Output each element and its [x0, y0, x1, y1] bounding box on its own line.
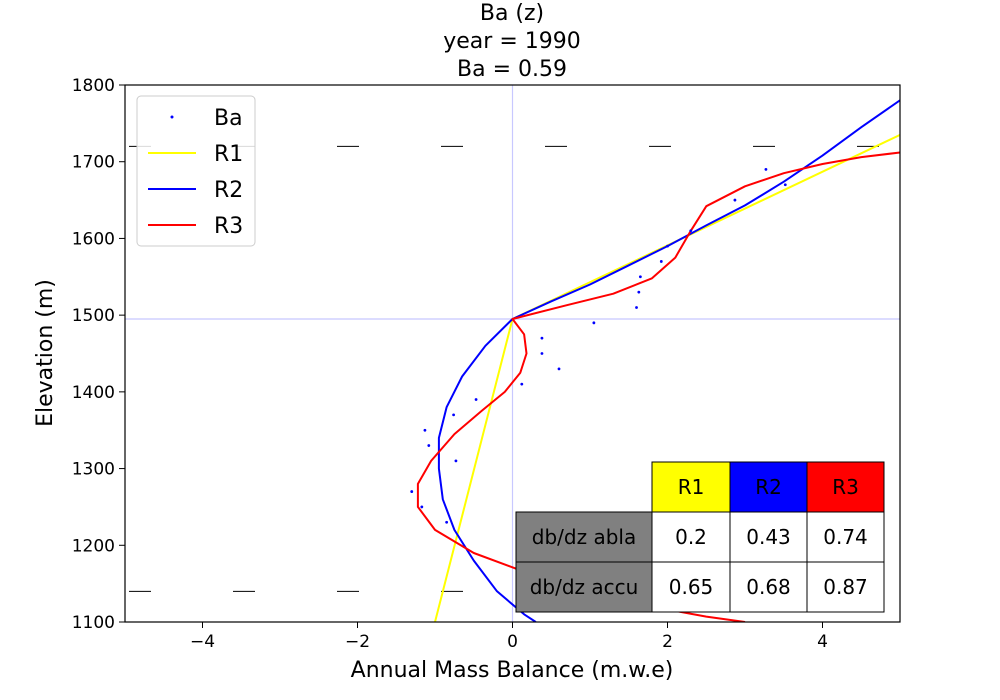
chart-title: Ba (z) year = 1990 Ba = 0.59: [443, 1, 581, 82]
y-tick-label-3: 1400: [72, 383, 115, 403]
ba-point-21: [445, 520, 449, 524]
x-tick-label-0: −4: [190, 632, 215, 652]
ba-point-4: [666, 244, 669, 248]
series-lines: [416, 99, 900, 622]
table-header-cell-r1: [651, 461, 731, 513]
title-line-1: Ba (z): [480, 1, 544, 26]
ba-point-14: [474, 398, 478, 401]
ba-point-0: [764, 167, 768, 171]
legend: Ba R1 R2 R3: [136, 95, 256, 247]
title-line-3: Ba = 0.59: [457, 57, 567, 82]
ba-point-6: [638, 275, 642, 279]
table-header-r3: R3: [832, 475, 859, 499]
x-tick-label-4: 4: [817, 632, 828, 652]
table-row-label-0: db/dz abla: [532, 525, 636, 549]
legend-box: [136, 95, 256, 247]
table-row-header-cell-0: [515, 511, 653, 563]
y-tick-label-4: 1500: [72, 306, 115, 326]
legend-label-r2: R2: [214, 178, 243, 203]
table-header-cell-r2: [729, 461, 808, 513]
ba-point-18: [454, 459, 458, 463]
table-header-cell-r3: [806, 461, 885, 513]
x-axis-ticks: −4 −2 0 2 4: [190, 622, 828, 652]
table-header-r1: R1: [678, 475, 705, 499]
ba-point-5: [659, 260, 663, 263]
table-value-0-0: 0.2: [675, 525, 707, 549]
y-tick-label-5: 1600: [72, 229, 115, 249]
table-value-0-1: 0.43: [746, 525, 791, 549]
table-cell-0-1: [729, 511, 808, 563]
table-cell-1-1: [729, 561, 808, 613]
series-line-r3: [416, 151, 900, 622]
table-cell-1-2: [806, 561, 885, 613]
y-tick-label-2: 1300: [72, 460, 115, 480]
ba-point-8: [635, 306, 638, 309]
y-tick-label-7: 1800: [72, 76, 115, 96]
y-axis-title: Elevation (m): [33, 279, 58, 427]
legend-marker-ba: [170, 115, 174, 119]
ba-point-17: [427, 444, 431, 447]
x-tick-label-1: −2: [345, 632, 370, 652]
ba-point-12: [557, 367, 561, 371]
ba-point-15: [452, 413, 455, 417]
table-value-1-2: 0.87: [823, 575, 868, 599]
table-value-1-0: 0.65: [669, 575, 714, 599]
series-line-r2: [437, 99, 900, 622]
table-cell-1-0: [651, 561, 731, 613]
legend-label-r1: R1: [214, 142, 243, 167]
legend-label-ba: Ba: [214, 106, 243, 131]
table-value-0-2: 0.74: [823, 525, 868, 549]
legend-label-r3: R3: [214, 214, 243, 239]
ba-point-3: [689, 229, 693, 233]
x-axis-title: Annual Mass Balance (m.w.e): [351, 658, 674, 683]
ba-point-9: [592, 321, 596, 325]
title-line-2: year = 1990: [443, 29, 581, 54]
ba-point-11: [540, 352, 544, 355]
x-tick-label-3: 2: [662, 632, 673, 652]
table-row-label-1: db/dz accu: [530, 575, 639, 599]
ba-point-19: [410, 490, 414, 493]
x-tick-label-2: 0: [507, 632, 518, 652]
table-value-1-1: 0.68: [746, 575, 791, 599]
ba-point-7: [637, 290, 641, 294]
y-axis-ticks: 1100 1200 1300 1400 1500 1600 1700 1800: [72, 76, 125, 633]
y-tick-label-1: 1200: [72, 536, 115, 556]
y-tick-label-0: 1100: [72, 613, 115, 633]
ba-point-13: [520, 382, 524, 386]
ba-point-10: [540, 336, 544, 340]
table-cell-0-0: [651, 511, 731, 563]
table-header-r2: R2: [755, 475, 782, 499]
ba-point-2: [733, 198, 737, 202]
table-cell-0-2: [806, 511, 885, 563]
ba-point-20: [420, 505, 424, 509]
y-tick-label-6: 1700: [72, 153, 115, 173]
ba-point-16: [423, 428, 427, 432]
gradient-table: R1 R2 R3 db/dz abla 0.2 0.43 0.74 db/dz accu 0.6…: [515, 461, 885, 613]
ba-point-1: [783, 183, 787, 187]
table-row-header-cell-1: [515, 561, 653, 613]
